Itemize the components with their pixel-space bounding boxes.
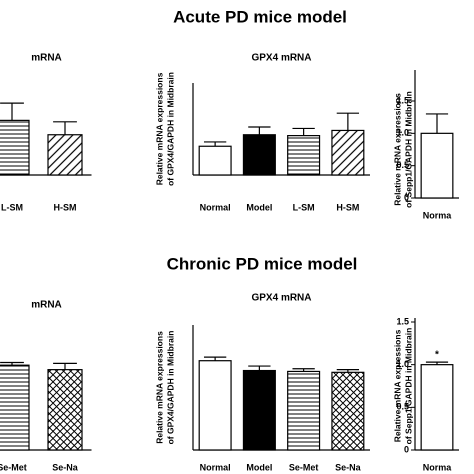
y-axis-label: Relative mRNA expressions — [154, 72, 164, 185]
y-axis-label: of GPX4/GAPDH in Midbrain — [165, 331, 175, 445]
chart-title: mRNA — [31, 53, 62, 64]
y-tick-label: 1.0 — [396, 359, 409, 369]
y-axis-label: of GPX4/GAPDH in Midbrain — [165, 72, 175, 186]
bar — [420, 364, 454, 451]
y-axis-label: Relative mRNA expressions — [392, 93, 402, 206]
bar — [287, 135, 321, 176]
figure-title: Chronic PD mice model — [167, 254, 358, 273]
y-tick-label: 0.5 — [396, 402, 409, 412]
x-tick-label: L-SM — [1, 202, 23, 212]
y-axis-label: of Sepp1/GAPDH in Midbrain — [403, 91, 413, 208]
x-tick-label: L-SM — [293, 202, 315, 212]
x-tick-label: Model — [246, 202, 272, 212]
x-tick-label: Norma — [423, 462, 453, 472]
y-axis-label: Relative mRNA expressions — [154, 331, 164, 444]
y-tick-label: 1.5 — [396, 95, 409, 105]
x-tick-label: Se-Na — [52, 462, 79, 472]
bar — [420, 132, 454, 199]
bar — [47, 369, 83, 451]
x-tick-label: H-SM — [54, 202, 77, 212]
annotation: * — [435, 350, 439, 361]
bar — [0, 364, 30, 451]
bar — [242, 369, 276, 451]
bar — [331, 371, 365, 451]
x-tick-label: Se-Met — [0, 462, 27, 472]
chart-title: GPX4 mRNA — [251, 293, 311, 304]
x-tick-label: Se-Na — [335, 462, 362, 472]
x-tick-label: Normal — [200, 202, 231, 212]
y-tick-label: 1.0 — [396, 128, 409, 138]
x-tick-label: Model — [246, 462, 272, 472]
bar — [0, 119, 30, 176]
bar — [331, 129, 365, 176]
x-tick-label: Norma — [423, 210, 453, 220]
bar — [198, 145, 232, 176]
y-tick-label: 0.5 — [396, 160, 409, 170]
x-tick-label: Normal — [200, 462, 231, 472]
y-tick-label: 1.5 — [396, 316, 409, 326]
figure-title: Acute PD mice model — [173, 7, 347, 26]
chart-title: GPX4 mRNA — [251, 53, 311, 64]
x-tick-label: H-SM — [336, 202, 359, 212]
chart-title: mRNA — [31, 300, 62, 311]
y-tick-label: 0 — [404, 192, 409, 202]
bar — [47, 134, 83, 176]
y-axis-label: Relative mRNA expressions — [392, 329, 402, 442]
bar — [198, 360, 232, 451]
y-tick-label: 0 — [404, 444, 409, 454]
bar — [287, 370, 321, 451]
bar — [242, 134, 276, 176]
x-tick-label: Se-Met — [289, 462, 319, 472]
y-axis-label: of Sepp1/GAPDH in Midbrain — [403, 328, 413, 445]
